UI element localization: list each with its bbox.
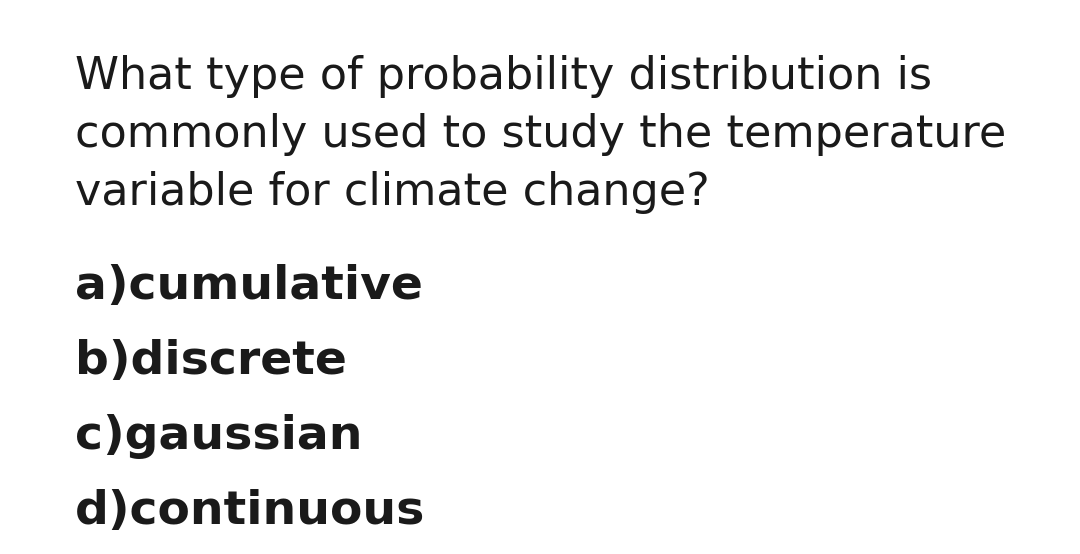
Text: d)continuous: d)continuous: [75, 489, 426, 534]
Text: b)discrete: b)discrete: [75, 339, 347, 384]
Text: What type of probability distribution is: What type of probability distribution is: [75, 55, 932, 98]
Text: variable for climate change?: variable for climate change?: [75, 171, 710, 214]
Text: commonly used to study the temperature: commonly used to study the temperature: [75, 113, 1007, 156]
Text: c)gaussian: c)gaussian: [75, 414, 363, 459]
Text: a)cumulative: a)cumulative: [75, 264, 423, 309]
